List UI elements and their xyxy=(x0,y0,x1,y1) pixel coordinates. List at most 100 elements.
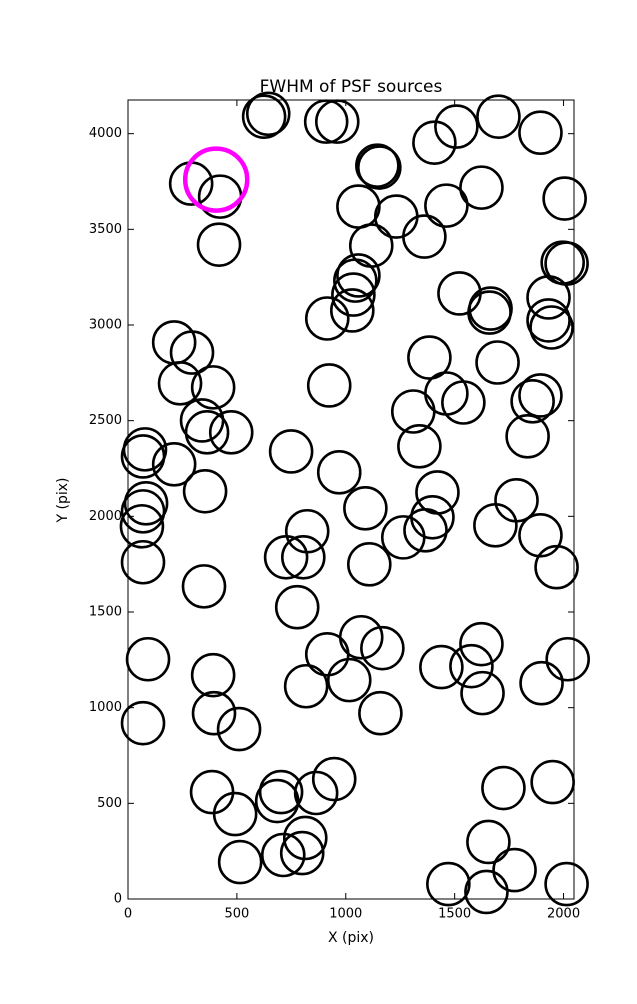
source-circle xyxy=(151,441,197,487)
source-circle xyxy=(119,503,165,549)
y-tick-label: 1000 xyxy=(89,700,122,715)
source-circle xyxy=(505,414,550,459)
source-circle xyxy=(434,104,479,149)
source-circle xyxy=(343,486,388,531)
y-tick-label: 500 xyxy=(97,796,122,811)
source-circle xyxy=(397,424,442,469)
source-circle xyxy=(336,253,381,298)
source-circle xyxy=(534,544,579,590)
x-tick-label: 1000 xyxy=(329,907,362,922)
source-circle xyxy=(306,363,352,408)
source-circle xyxy=(260,832,306,878)
source-circle xyxy=(529,305,574,350)
chart-title: FWHM of PSF sources xyxy=(260,77,443,97)
source-circle xyxy=(258,769,304,815)
source-circle xyxy=(333,258,378,303)
source-circle xyxy=(460,670,505,716)
y-tick-label: 1500 xyxy=(89,605,122,620)
source-circle xyxy=(467,290,512,335)
source-circle xyxy=(390,389,436,434)
x-tick-label: 2000 xyxy=(547,907,580,922)
source-circle xyxy=(331,272,376,317)
source-circle xyxy=(169,330,215,375)
source-circle xyxy=(346,542,392,587)
source-circle xyxy=(182,468,228,514)
source-circle xyxy=(545,636,590,682)
source-circle xyxy=(475,340,520,385)
source-circle xyxy=(518,512,563,558)
source-circle xyxy=(184,410,230,455)
source-circle xyxy=(120,700,166,746)
y-tick-label: 2000 xyxy=(89,509,122,524)
source-circle xyxy=(120,434,166,479)
source-circle xyxy=(542,176,587,221)
source-circle xyxy=(314,99,360,144)
x-tick-label: 0 xyxy=(124,907,132,922)
y-tick-label: 3500 xyxy=(89,222,122,237)
source-circle xyxy=(283,663,329,709)
source-circle xyxy=(316,450,362,495)
source-circle xyxy=(338,614,384,660)
source-circle xyxy=(191,690,237,736)
source-circle xyxy=(441,380,486,425)
source-circle xyxy=(449,643,494,689)
source-circle xyxy=(412,120,457,165)
source-circle xyxy=(274,584,320,630)
source-circle xyxy=(357,145,402,190)
source-circle xyxy=(282,815,328,861)
source-circle xyxy=(402,214,447,259)
source-circle xyxy=(279,830,325,876)
source-circle xyxy=(330,288,375,333)
source-circle xyxy=(304,296,350,341)
source-circle xyxy=(311,756,357,802)
source-circle xyxy=(544,241,589,286)
source-circle xyxy=(424,183,469,228)
source-circle xyxy=(125,636,171,682)
source-circle xyxy=(519,660,564,706)
source-circle xyxy=(181,564,227,609)
y-tick-label: 3000 xyxy=(89,318,122,333)
source-circle xyxy=(303,99,349,144)
source-circle xyxy=(281,534,326,580)
source-circle xyxy=(216,706,262,752)
y-tick-label: 2500 xyxy=(89,413,122,428)
source-circle xyxy=(355,143,400,188)
source-circle xyxy=(120,489,166,534)
source-circle xyxy=(190,652,236,698)
source-circle xyxy=(182,146,250,213)
source-circle xyxy=(268,429,314,474)
source-circle xyxy=(518,110,563,156)
source-circle xyxy=(494,477,539,523)
source-circle xyxy=(190,365,236,410)
source-circle xyxy=(426,861,471,907)
source-circle xyxy=(293,770,339,816)
x-axis-label: X (pix) xyxy=(328,930,374,946)
source-circle xyxy=(459,165,504,210)
source-circle xyxy=(419,644,464,690)
source-circle xyxy=(120,539,166,585)
source-circle xyxy=(360,625,405,671)
source-circle xyxy=(241,94,287,139)
source-circle xyxy=(212,791,258,837)
source-circle xyxy=(526,298,571,343)
source-circle xyxy=(476,94,521,139)
source-circle xyxy=(466,819,511,865)
source-circle xyxy=(326,657,372,703)
plot-frame xyxy=(127,99,575,900)
source-circle xyxy=(380,515,426,560)
source-circle xyxy=(459,621,504,667)
source-circle xyxy=(403,508,448,553)
source-circle xyxy=(208,410,254,455)
source-circle xyxy=(518,373,563,418)
source-circle xyxy=(123,481,169,526)
source-circle xyxy=(407,335,452,380)
x-tick-label: 1500 xyxy=(438,907,471,922)
source-circle xyxy=(464,869,509,915)
source-circle xyxy=(544,861,589,907)
source-circle xyxy=(217,839,263,885)
source-circle xyxy=(492,847,537,893)
source-circle xyxy=(245,91,291,137)
y-axis-label: Y (pix) xyxy=(55,478,71,524)
